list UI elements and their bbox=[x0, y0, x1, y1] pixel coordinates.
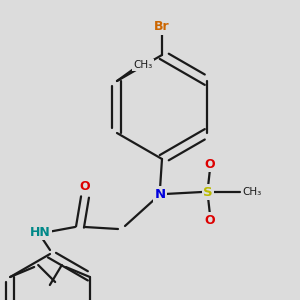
Text: CH₃: CH₃ bbox=[133, 60, 153, 70]
Text: HN: HN bbox=[30, 226, 50, 238]
Text: O: O bbox=[205, 158, 215, 170]
Text: O: O bbox=[80, 181, 90, 194]
Text: O: O bbox=[205, 214, 215, 226]
Text: CH₃: CH₃ bbox=[242, 187, 262, 197]
Text: Br: Br bbox=[154, 20, 170, 34]
Text: S: S bbox=[203, 185, 213, 199]
Text: N: N bbox=[154, 188, 166, 200]
